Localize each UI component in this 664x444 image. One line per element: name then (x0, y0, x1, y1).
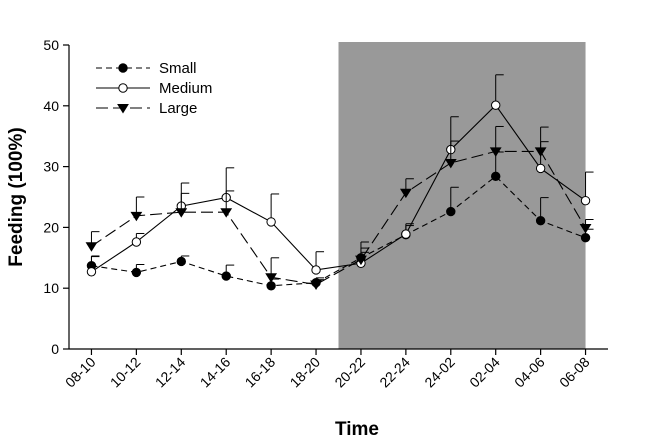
x-tick-label: 24-02 (421, 354, 458, 391)
x-tick-label: 22-24 (376, 354, 413, 391)
medium-point (311, 265, 321, 275)
small-point (491, 171, 501, 182)
y-tick-label: 0 (51, 341, 59, 357)
x-axis-title: Time (335, 419, 379, 440)
large-point (489, 147, 502, 157)
x-tick-label: 14-16 (197, 354, 234, 391)
series-large (85, 125, 594, 290)
y-tick-label: 50 (43, 37, 59, 53)
small-line (91, 175, 586, 287)
legend: Small Medium Large (96, 60, 212, 117)
large-point (355, 255, 367, 266)
large-line (91, 150, 587, 286)
large-point (399, 188, 412, 199)
medium-point (86, 267, 97, 277)
medium-point (131, 237, 142, 247)
x-tick-label: 12-14 (152, 354, 189, 391)
x-tick-label: 20-22 (331, 354, 368, 391)
large-point (310, 280, 322, 290)
small-point (131, 267, 142, 278)
small-point (221, 271, 231, 281)
y-ticks: 0 10 20 30 40 50 (43, 37, 69, 357)
y-tick-label: 40 (43, 98, 59, 114)
small-point (446, 206, 456, 217)
y-tick-label: 20 (43, 219, 59, 235)
dark-period-shading (338, 42, 586, 349)
x-tick-label: 02-04 (466, 354, 503, 391)
legend-label-small: Small (159, 60, 197, 77)
small-point (266, 281, 276, 291)
series-medium (86, 74, 594, 277)
legend-marker-medium (118, 83, 128, 93)
small-point (580, 233, 591, 243)
medium-line (91, 104, 586, 273)
y-tick-label: 30 (43, 159, 59, 175)
x-tick-label: 16-18 (242, 354, 279, 391)
large-point (85, 242, 98, 252)
legend-marker-small (118, 63, 128, 73)
legend-label-medium: Medium (159, 80, 212, 97)
large-point (579, 224, 592, 234)
medium-point (580, 195, 591, 206)
x-tick-label: 08-10 (62, 354, 99, 391)
small-point (535, 216, 546, 226)
x-tick-label: 18-20 (287, 354, 324, 391)
large-point (220, 208, 233, 218)
medium-point (491, 100, 501, 110)
x-tick-label: 06-08 (556, 354, 593, 391)
medium-point (266, 217, 276, 227)
large-point (175, 208, 188, 218)
axes (68, 45, 608, 350)
large-point (534, 147, 547, 157)
small-point (176, 256, 186, 267)
x-tick-label: 04-06 (511, 354, 548, 391)
large-point (444, 158, 457, 169)
medium-point (401, 229, 411, 239)
x-ticks: 08-10 10-12 12-14 14-16 16-18 18-20 20-22 22-24… (62, 349, 593, 390)
y-axis-title: Feeding (100%) (6, 127, 27, 266)
y-tick-label: 10 (43, 280, 59, 296)
medium-point (535, 163, 546, 174)
dark-period-rect (338, 42, 586, 349)
legend-label-large: Large (159, 100, 197, 117)
large-point (265, 273, 278, 283)
large-point (130, 211, 143, 222)
series (85, 74, 594, 291)
x-tick-label: 10-12 (107, 354, 144, 391)
legend-marker-large (117, 104, 129, 114)
